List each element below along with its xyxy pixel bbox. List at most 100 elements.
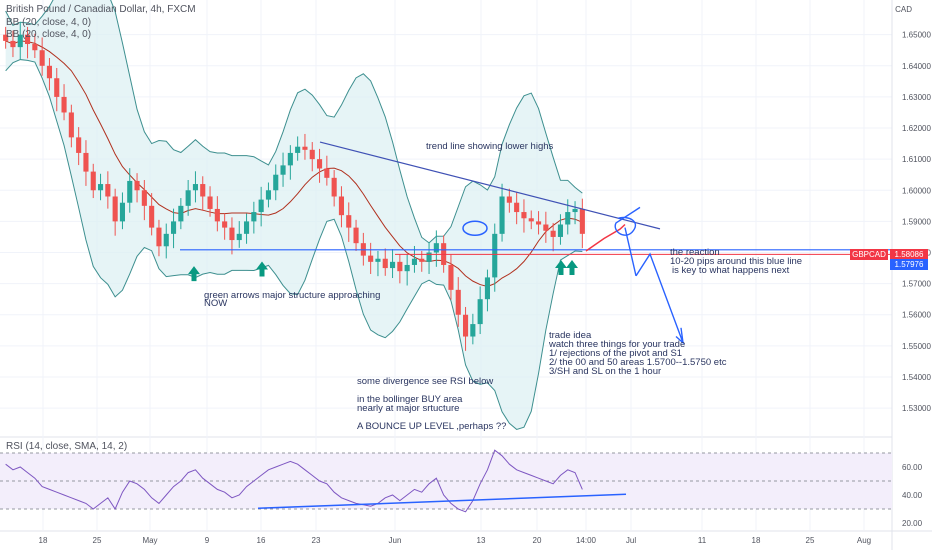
candle-body — [200, 184, 206, 197]
candle-body — [149, 205, 155, 228]
time-tick-label: 25 — [806, 536, 815, 545]
candle-body — [309, 149, 315, 160]
candle-body — [316, 159, 323, 169]
candle-body — [565, 212, 571, 225]
rsi-line — [5, 449, 583, 513]
candle-body — [499, 196, 505, 234]
candle-body — [514, 202, 520, 213]
time-tick-label: 18 — [752, 536, 761, 545]
candle-body — [375, 258, 381, 262]
green-arrow-icon — [188, 266, 200, 282]
candle-body — [506, 196, 512, 203]
candle-body — [3, 34, 9, 41]
candle-body — [419, 258, 425, 262]
candle-body — [214, 208, 220, 222]
green-arrow-icon — [555, 259, 567, 275]
green-arrow-icon — [256, 261, 268, 277]
candle-body — [433, 243, 439, 253]
candle-body — [477, 299, 483, 325]
note-trend: trend line showing lower highs — [426, 141, 554, 152]
rsi-pane: 60.00 40.00 20.00 — [0, 449, 923, 528]
time-tick-label: 23 — [312, 536, 321, 545]
candle-body — [550, 230, 556, 237]
candle-body — [83, 152, 89, 172]
note-div-3: nearly at major srtucture — [357, 403, 459, 414]
candle-body — [353, 227, 359, 244]
candle-body — [535, 221, 542, 225]
time-tick-label: May — [142, 536, 157, 545]
user-drawings — [180, 141, 892, 345]
price-tick-label: 1.63000 — [902, 93, 931, 102]
bb-legend-1[interactable]: BB (20, close, 4, 0) — [6, 17, 92, 28]
candle-body — [346, 215, 352, 228]
trend-line — [319, 141, 661, 230]
candle-body — [455, 289, 461, 315]
projection-down-2 — [635, 252, 684, 343]
rsi-tick-label: 20.00 — [902, 519, 923, 528]
price-tick-label: 1.56000 — [902, 311, 931, 320]
candle-body — [127, 180, 133, 203]
rsi-tick-label: 60.00 — [902, 463, 923, 472]
currency-label: CAD — [895, 5, 912, 14]
price-tick-label: 1.54000 — [902, 373, 931, 382]
projection-up — [585, 223, 626, 252]
annotations: trend line showing lower highs green arr… — [204, 141, 802, 432]
price-tick-label: 1.60000 — [902, 186, 931, 195]
candle-body — [397, 261, 403, 272]
candlesticks — [3, 21, 585, 351]
candle-body — [112, 196, 118, 222]
candle-body — [17, 34, 23, 48]
time-tick-label: 25 — [93, 536, 102, 545]
candle-body — [170, 221, 177, 234]
note-reaction-3: is key to what happens next — [672, 265, 790, 276]
note-idea-4: 2/ the 00 and 50 areas 1.5700--1.5750 et… — [549, 357, 727, 368]
rsi-legend[interactable]: RSI (14, close, SMA, 14, 2) — [6, 441, 128, 452]
candle-body — [97, 184, 104, 191]
time-axis[interactable]: 18 25 May 9 16 23 Jun 13 20 14:00 Jul 11 18 25 Aug — [0, 530, 932, 545]
circle-mark — [462, 220, 488, 236]
candle-body — [280, 165, 286, 175]
time-tick-label: 11 — [698, 536, 707, 545]
candle-body — [572, 208, 578, 213]
candle-body — [404, 264, 410, 272]
candle-body — [492, 233, 498, 278]
candle-body — [61, 96, 67, 113]
candle-body — [389, 261, 396, 269]
time-tick-label: Jul — [626, 536, 636, 545]
candle-body — [411, 258, 418, 265]
candle-body — [302, 146, 308, 150]
green-arrow-icon — [566, 259, 578, 275]
price-tick-label: 1.55000 — [902, 342, 931, 351]
candle-body — [265, 190, 272, 200]
note-div-1: some divergence see RSI below — [357, 376, 493, 387]
candle-body — [331, 177, 337, 197]
candle-body — [105, 184, 111, 197]
candle-body — [324, 168, 330, 178]
bb-upper — [5, 0, 583, 244]
price-tick-label: 1.65000 — [902, 31, 931, 40]
candle-body — [134, 180, 140, 191]
price-tick-label: 1.57000 — [902, 280, 931, 289]
symbol-title[interactable]: British Pound / Canadian Dollar, 4h, FXC… — [6, 4, 196, 15]
candle-body — [76, 137, 82, 153]
candle-body — [46, 65, 53, 79]
candle-body — [222, 221, 228, 228]
time-tick-label: 18 — [39, 536, 48, 545]
candle-body — [243, 221, 250, 234]
price-tick-label: 1.53000 — [902, 404, 931, 413]
bb-legend-2[interactable]: BB (20, close, 4, 0) — [6, 29, 92, 40]
symbol-tag: GBPCAD — [850, 249, 888, 260]
rsi-tick-label: 40.00 — [902, 491, 923, 500]
candle-body — [163, 233, 169, 247]
rsi-divergence-line — [257, 493, 627, 510]
note-green-2: NOW — [204, 298, 227, 309]
candle-body — [32, 44, 38, 51]
candle-body — [141, 190, 147, 206]
candle-body — [273, 174, 279, 191]
time-tick-label: 16 — [257, 536, 266, 545]
time-tick-label: Jun — [389, 536, 402, 545]
candle-body — [426, 252, 432, 262]
x-mark — [614, 206, 641, 236]
candle-body — [295, 146, 301, 153]
